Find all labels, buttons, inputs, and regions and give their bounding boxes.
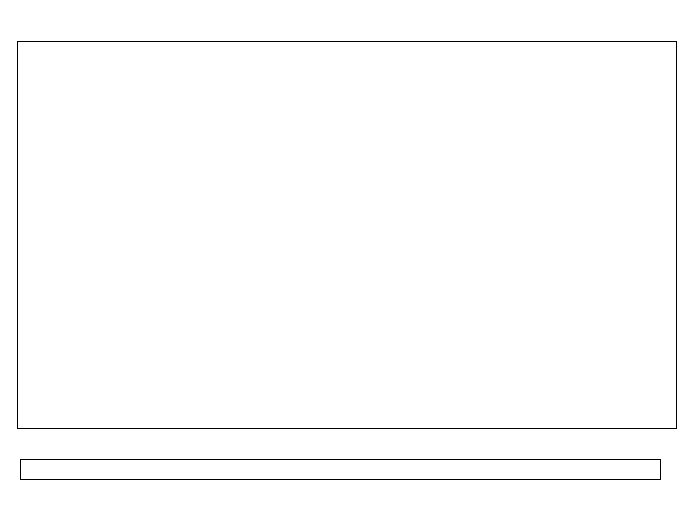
map-plot-area [17, 41, 677, 429]
colorbar [20, 459, 661, 480]
no2-concentration-map [18, 42, 676, 428]
